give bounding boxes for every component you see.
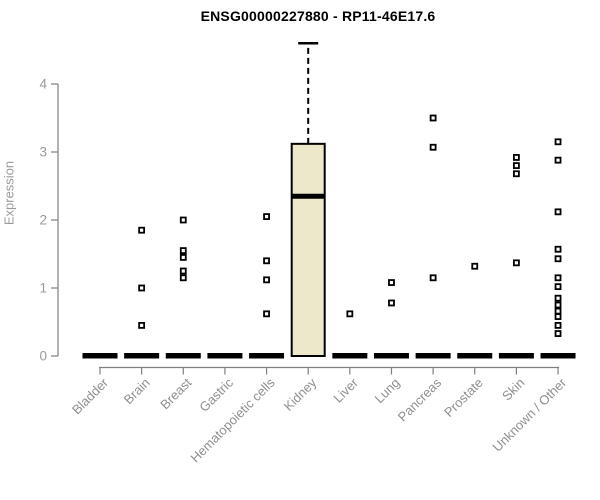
- outlier-point: [263, 276, 270, 284]
- outlier-point: [388, 279, 395, 286]
- outlier-point: [554, 156, 562, 164]
- outlier-point: [263, 213, 270, 221]
- x-category-label: Gastric: [196, 375, 236, 415]
- zero-bar: [415, 353, 451, 359]
- outlier-point: [179, 216, 187, 224]
- x-category-label: Kidney: [281, 375, 320, 414]
- chart-title: ENSG00000227880 - RP11-46E17.6: [200, 8, 436, 24]
- outlier-point: [179, 253, 187, 261]
- outlier-point: [388, 299, 395, 307]
- outlier-point: [554, 301, 562, 309]
- outlier-point: [513, 259, 520, 267]
- zero-bar: [332, 353, 368, 359]
- outlier-point: [429, 274, 437, 282]
- box: [290, 142, 326, 357]
- zero-bar: [207, 353, 243, 359]
- outlier-point: [138, 226, 146, 234]
- outlier-point: [554, 255, 562, 263]
- x-category-label: Unknown / Other: [490, 375, 570, 455]
- outlier-point: [554, 208, 562, 216]
- outlier-point: [554, 283, 562, 291]
- outlier-point: [554, 138, 562, 146]
- zero-bar: [82, 353, 118, 359]
- y-tick-label: 0: [39, 349, 47, 364]
- outlier-point: [346, 310, 354, 318]
- x-category-label: Skin: [499, 375, 527, 403]
- y-tick-label: 2: [39, 213, 47, 228]
- zero-bar: [124, 353, 160, 359]
- x-category-label: Liver: [330, 375, 361, 406]
- outlier-point: [554, 307, 562, 315]
- outlier-point: [429, 143, 437, 151]
- y-tick-label: 4: [39, 77, 47, 92]
- zero-bar: [373, 353, 409, 359]
- zero-bar: [457, 353, 493, 359]
- outlier-point: [554, 330, 562, 337]
- outlier-point: [554, 313, 562, 320]
- outlier-point: [429, 114, 437, 122]
- outlier-point: [263, 257, 270, 265]
- y-tick-label: 1: [39, 281, 47, 296]
- x-category-label: Brain: [121, 375, 153, 407]
- outlier-point: [179, 267, 187, 275]
- outlier-point: [513, 154, 520, 161]
- x-category-label: Pancreas: [395, 375, 445, 425]
- x-category-label: Breast: [157, 375, 194, 412]
- outlier-point: [554, 294, 562, 302]
- x-category-label: Lung: [372, 375, 403, 406]
- zero-bar: [498, 353, 534, 359]
- zero-bar: [540, 353, 576, 359]
- outlier-point: [263, 310, 270, 318]
- outlier-point: [513, 170, 520, 178]
- outlier-point: [179, 247, 187, 255]
- outlier-point: [554, 321, 562, 329]
- x-category-label: Prostate: [441, 375, 486, 420]
- outlier-point: [554, 274, 562, 282]
- outlier-point: [138, 284, 146, 292]
- outlier-point: [513, 162, 520, 170]
- outlier-point: [554, 245, 562, 253]
- outlier-point: [471, 262, 479, 270]
- x-category-label: Bladder: [69, 375, 112, 418]
- outlier-point: [179, 274, 187, 282]
- zero-bar: [165, 353, 201, 359]
- outlier-point: [138, 321, 146, 329]
- y-tick-label: 3: [39, 145, 47, 160]
- zero-bar: [249, 353, 285, 359]
